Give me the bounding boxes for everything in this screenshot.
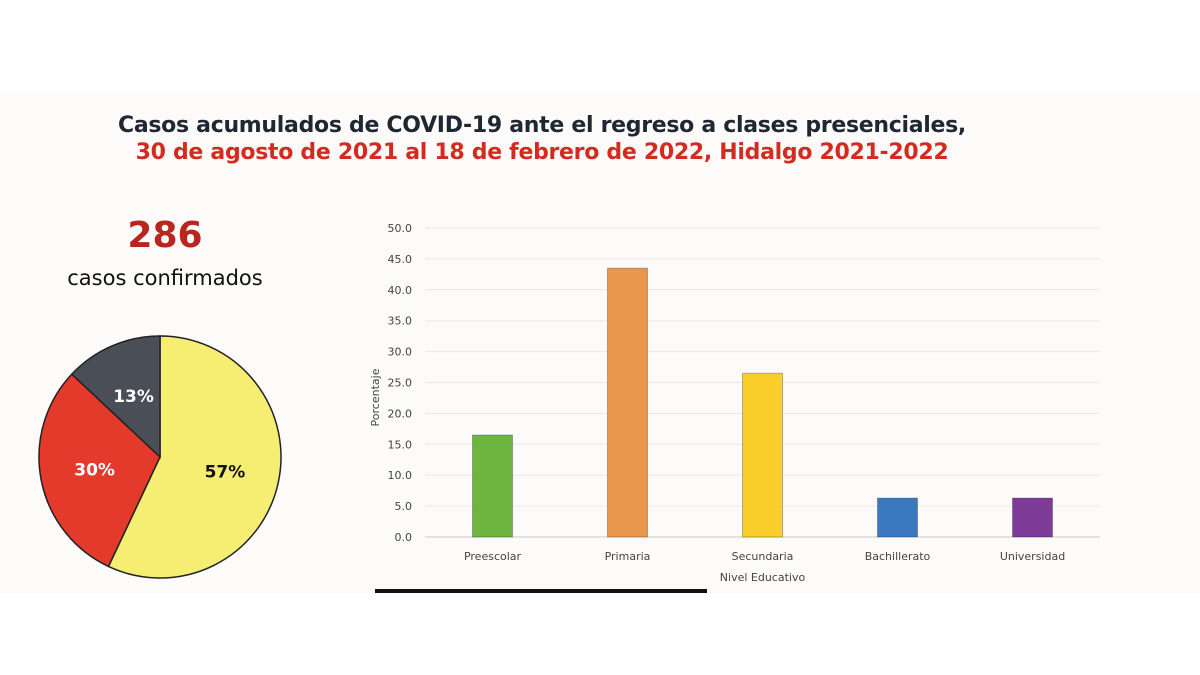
bar xyxy=(607,267,648,538)
y-tick-label: 25.0 xyxy=(388,377,413,390)
confirmed-cases-count: 286 xyxy=(127,215,203,256)
pie-slice xyxy=(70,335,161,459)
y-tick-label: 35.0 xyxy=(388,315,413,328)
pie-slice-label: 13% xyxy=(113,387,154,407)
y-tick-label: 15.0 xyxy=(388,438,413,451)
pie-slice-label: 57% xyxy=(205,463,246,483)
y-tick-label: 0.0 xyxy=(395,531,413,544)
y-tick-label: 5.0 xyxy=(395,500,413,513)
chart-title-line2: 30 de agosto de 2021 al 18 de febrero de… xyxy=(135,140,949,165)
y-tick-label: 45.0 xyxy=(388,253,413,266)
pie-slice xyxy=(107,335,282,579)
y-tick-label: 20.0 xyxy=(388,407,413,420)
x-tick-label: Primaria xyxy=(605,550,651,563)
y-tick-label: 30.0 xyxy=(388,346,413,359)
y-axis-label: Porcentaje xyxy=(369,368,382,426)
y-tick-label: 10.0 xyxy=(388,469,413,482)
y-tick-label: 40.0 xyxy=(388,284,413,297)
x-tick-label: Secundaria xyxy=(732,550,794,563)
x-axis-label: Nivel Educativo xyxy=(720,571,806,584)
bar xyxy=(742,372,783,538)
pie-slice xyxy=(38,373,161,568)
x-tick-label: Bachillerato xyxy=(865,550,931,563)
confirmed-cases-label: casos confirmados xyxy=(67,266,263,290)
bar xyxy=(1012,497,1053,538)
pie-slice-label: 30% xyxy=(74,460,115,480)
bar xyxy=(472,434,513,538)
y-tick-label: 50.0 xyxy=(388,222,413,235)
pie-chart: 57% 30% 13% xyxy=(38,335,282,579)
divider-line xyxy=(375,589,707,593)
bar xyxy=(877,497,918,538)
x-tick-label: Preescolar xyxy=(464,550,522,563)
chart-title-line1: Casos acumulados de COVID-19 ante el reg… xyxy=(118,113,966,138)
x-tick-label: Universidad xyxy=(1000,550,1065,563)
bar-chart: 0.0 5.0 10.0 15.0 20.0 25.0 30.0 35.0 40.0 45.0 50… xyxy=(369,222,1100,584)
